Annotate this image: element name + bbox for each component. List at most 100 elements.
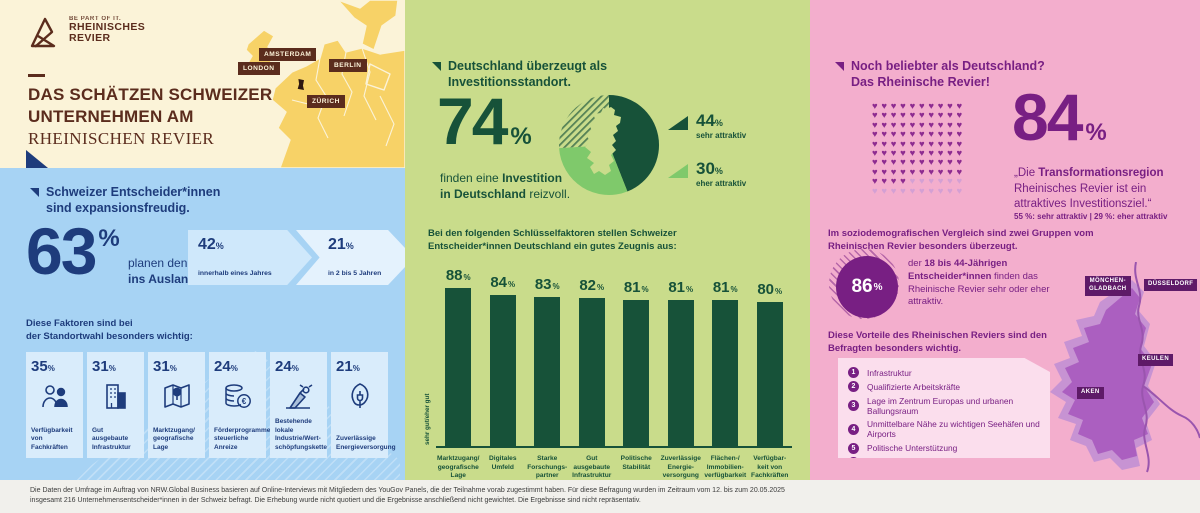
- advantage-number: 6: [848, 456, 859, 458]
- heart-icon: ♥: [956, 119, 963, 131]
- heart-icon: ♥: [956, 166, 963, 178]
- bar-category-label: Verfügbar- keit von Fachkräften: [751, 455, 789, 480]
- percent-unit: %: [686, 285, 694, 295]
- factor-value: 31%: [153, 358, 200, 375]
- stat-74-unit: %: [510, 123, 532, 150]
- advantages-heading: Diese Vorteile des Rheinischen Reviers s…: [828, 330, 1047, 356]
- heart-icon: ♥: [881, 119, 888, 131]
- triangle-icon: [668, 116, 688, 130]
- heart-icon: ♥: [956, 147, 963, 159]
- heart-icon: ♥: [947, 119, 953, 131]
- bar-value-label: 81%: [668, 279, 694, 297]
- bar-value-label: 88%: [445, 266, 471, 284]
- heart-icon: ♥: [928, 110, 934, 122]
- heart-icon: ♥: [872, 110, 878, 122]
- panel-germany: [405, 0, 810, 480]
- map-label-zurich: ZÜRICH: [307, 95, 345, 109]
- heart-icon: ♥: [937, 147, 944, 159]
- stat-86-value: 86%: [836, 256, 898, 318]
- timeline-1-number: 42: [198, 236, 216, 253]
- factor-number: 21: [336, 358, 353, 375]
- factor-label: Marktzugang/ geografische Lage: [153, 426, 195, 451]
- bar-chart-heading: Bei den folgenden Schlüsselfaktoren stel…: [428, 228, 677, 254]
- percent-unit: %: [873, 281, 883, 293]
- heart-icon: ♥: [928, 157, 934, 169]
- timeline-1-value: 42%: [198, 236, 224, 254]
- brand-name-line1: RHEINISCHES: [69, 21, 146, 33]
- heart-icon: ♥: [890, 147, 897, 159]
- percent-unit: %: [775, 287, 783, 296]
- bar-value-label: 81%: [623, 279, 649, 297]
- quote-line2: Rheinisches Revier ist ein: [1014, 182, 1147, 195]
- footnote-line1: Die Daten der Umfrage im Auftrag von NRW…: [30, 487, 785, 494]
- section-marker-icon: [432, 62, 441, 71]
- map-label-keulen: KEULEN: [1138, 354, 1174, 366]
- rheinisches-revier-logo-icon: [30, 17, 56, 48]
- heart-icon: ♥: [947, 185, 953, 197]
- germany-donut-chart: [559, 94, 660, 196]
- page-title-line1: DAS SCHÄTZEN SCHWEIZER: [28, 85, 273, 104]
- heart-icon: ♥: [900, 138, 906, 150]
- heart-icon: ♥: [872, 176, 878, 188]
- legend-value: 44%: [696, 112, 746, 129]
- bar-cell: 84%: [481, 274, 526, 446]
- triangle-icon: [668, 164, 688, 178]
- legend-number: 30: [696, 159, 715, 178]
- swiss-heading-line1: Schweizer Entscheider*innen: [46, 185, 221, 199]
- factors-heading-line1: Diese Faktoren sind bei: [26, 318, 133, 329]
- advantage-number: 5: [848, 442, 859, 454]
- factor-cards: 35% Verfügbarkeit von Fachkräften 31% Gu…: [26, 352, 396, 458]
- advantages-heading-line1: Diese Vorteile des Rheinischen Reviers s…: [828, 330, 1047, 341]
- bar-category-label: Starke Forschungs- partner: [527, 455, 568, 480]
- germany-heading-line1: Deutschland überzeugt als: [448, 59, 608, 73]
- percent-unit: %: [641, 285, 649, 295]
- heart-icon: ♥: [928, 166, 934, 178]
- swiss-section-heading: Schweizer Entscheider*innen sind expansi…: [46, 184, 220, 217]
- heart-icon: ♥: [928, 185, 934, 197]
- quote-line3: attraktives Investitionsziel.“: [1014, 198, 1152, 211]
- heart-icon: ♥: [881, 138, 888, 150]
- socio-heading-line2: Rheinischen Revier besonders überzeugt.: [828, 240, 1018, 252]
- heart-icon: ♥: [881, 176, 888, 188]
- revier-section-heading: Noch beliebter als Deutschland? Das Rhei…: [851, 58, 1045, 91]
- germany-silhouette: [585, 107, 621, 175]
- advantage-item: 1 Infrastruktur: [848, 367, 1040, 378]
- bar-value-label: 84%: [490, 273, 516, 291]
- heart-icon: ♥: [918, 110, 925, 122]
- heart-icon: ♥: [900, 101, 906, 112]
- advantages-card: 1 Infrastruktur 2 Qualifizierte Arbeitskräf…: [838, 358, 1050, 458]
- page-title-line2: UNTERNEHMEN AM: [28, 106, 194, 126]
- heart-icon: ♥: [900, 119, 906, 131]
- advantage-item: 5 Politische Unterstützung: [848, 442, 1040, 454]
- factor-label: Förderprogramme/ steuerliche Anreize: [214, 426, 273, 451]
- heart-icon: ♥: [890, 129, 897, 141]
- bar-category-label: Gut ausgebaute Infrastruktur: [572, 455, 612, 480]
- svg-text:€: €: [241, 397, 246, 406]
- heart-icon: ♥: [918, 147, 925, 159]
- heart-icon: ♥: [937, 129, 944, 141]
- quote-regular: „Die: [1014, 167, 1039, 179]
- building-icon: [92, 379, 139, 413]
- percent-unit: %: [552, 281, 560, 291]
- heart-icon: ♥: [872, 157, 878, 169]
- socio-text: der 18 bis 44-Jährigen Entscheider*innen…: [908, 258, 1058, 309]
- heart-icon: ♥: [909, 110, 916, 122]
- heart-icon: ♥: [909, 157, 916, 169]
- factor-card: 24% Bestehende lokale Industrie/Wert- sc…: [270, 352, 327, 458]
- heart-icon: ♥: [956, 157, 963, 169]
- bar-rect: [667, 300, 694, 446]
- heart-icon: ♥: [956, 110, 963, 122]
- page-title-line3: RHEINISCHEN REVIER: [28, 128, 215, 148]
- timeline-1-label: innerhalb eines Jahres: [198, 270, 272, 277]
- factor-value: 21%: [336, 358, 383, 375]
- heart-icon: ♥: [872, 185, 878, 197]
- bar-category-label: Flächen-/ Immobilien- verfügbarkeit: [704, 455, 747, 480]
- heart-icon: ♥: [881, 166, 888, 178]
- heart-icon: ♥: [900, 157, 906, 169]
- factor-card: 24% € Förderprogramme/ steuerliche Anrei…: [209, 352, 273, 458]
- bar-category-label: Digitales Umfeld: [489, 455, 517, 471]
- bar-rect: [623, 300, 650, 446]
- heart-icon: ♥: [881, 147, 888, 159]
- brand-logo: BE PART OF IT. RHEINISCHES REVIER: [28, 16, 145, 50]
- stat-84-value: 84: [1012, 80, 1083, 154]
